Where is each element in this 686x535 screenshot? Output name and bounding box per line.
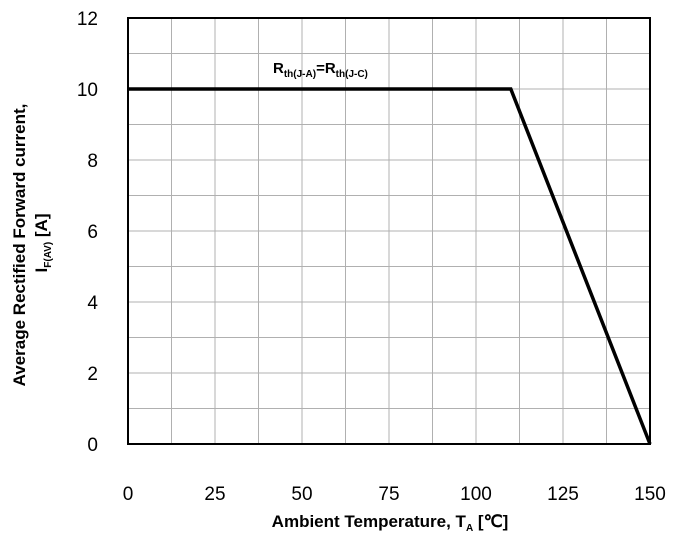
- x-tick-labels: 0 25 50 75 100 125 150: [123, 484, 666, 505]
- x-axis-title: Ambient Temperature, TA [℃]: [272, 512, 509, 534]
- derating-curve: [128, 87, 652, 445]
- x-tick-label: 25: [204, 484, 225, 505]
- plot-frame: [127, 17, 651, 445]
- y-tick-label: 6: [87, 222, 98, 243]
- y-axis-title-line2: IF(AV) [A]: [32, 214, 54, 273]
- thermal-resistance-annotation: Rth(J-A)=Rth(J-C): [273, 60, 368, 80]
- y-tick-label: 12: [77, 9, 98, 30]
- x-tick-label: 75: [378, 484, 399, 505]
- y-tick-labels: 0 2 4 6 8 10 12: [77, 9, 99, 456]
- x-tick-label: 0: [123, 484, 134, 505]
- y-tick-label: 10: [77, 80, 98, 101]
- y-tick-label: 2: [87, 364, 98, 385]
- y-tick-label: 0: [87, 435, 98, 456]
- y-tick-label: 4: [87, 293, 98, 314]
- y-tick-label: 8: [87, 151, 98, 172]
- y-axis-title: Average Rectified Forward current, IF(AV…: [10, 104, 54, 387]
- grid-lines: [128, 18, 650, 444]
- x-tick-label: 150: [634, 484, 666, 505]
- x-tick-label: 50: [291, 484, 312, 505]
- x-tick-label: 125: [547, 484, 579, 505]
- y-axis-title-line1: Average Rectified Forward current,: [10, 104, 29, 387]
- x-tick-label: 100: [460, 484, 492, 505]
